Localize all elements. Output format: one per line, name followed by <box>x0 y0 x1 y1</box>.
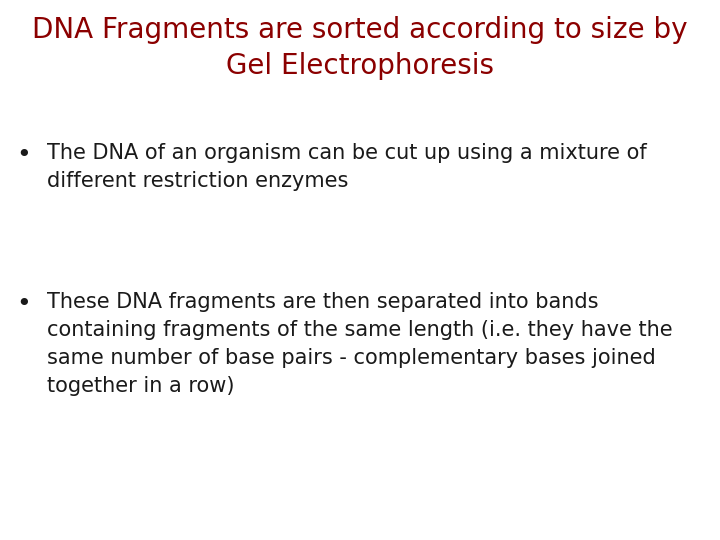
Text: The DNA of an organism can be cut up using a mixture of
different restriction en: The DNA of an organism can be cut up usi… <box>47 143 647 191</box>
Text: DNA Fragments are sorted according to size by
Gel Electrophoresis: DNA Fragments are sorted according to si… <box>32 16 688 80</box>
Text: These DNA fragments are then separated into bands
containing fragments of the sa: These DNA fragments are then separated i… <box>47 292 672 396</box>
Text: •: • <box>16 292 30 315</box>
Text: •: • <box>16 143 30 167</box>
